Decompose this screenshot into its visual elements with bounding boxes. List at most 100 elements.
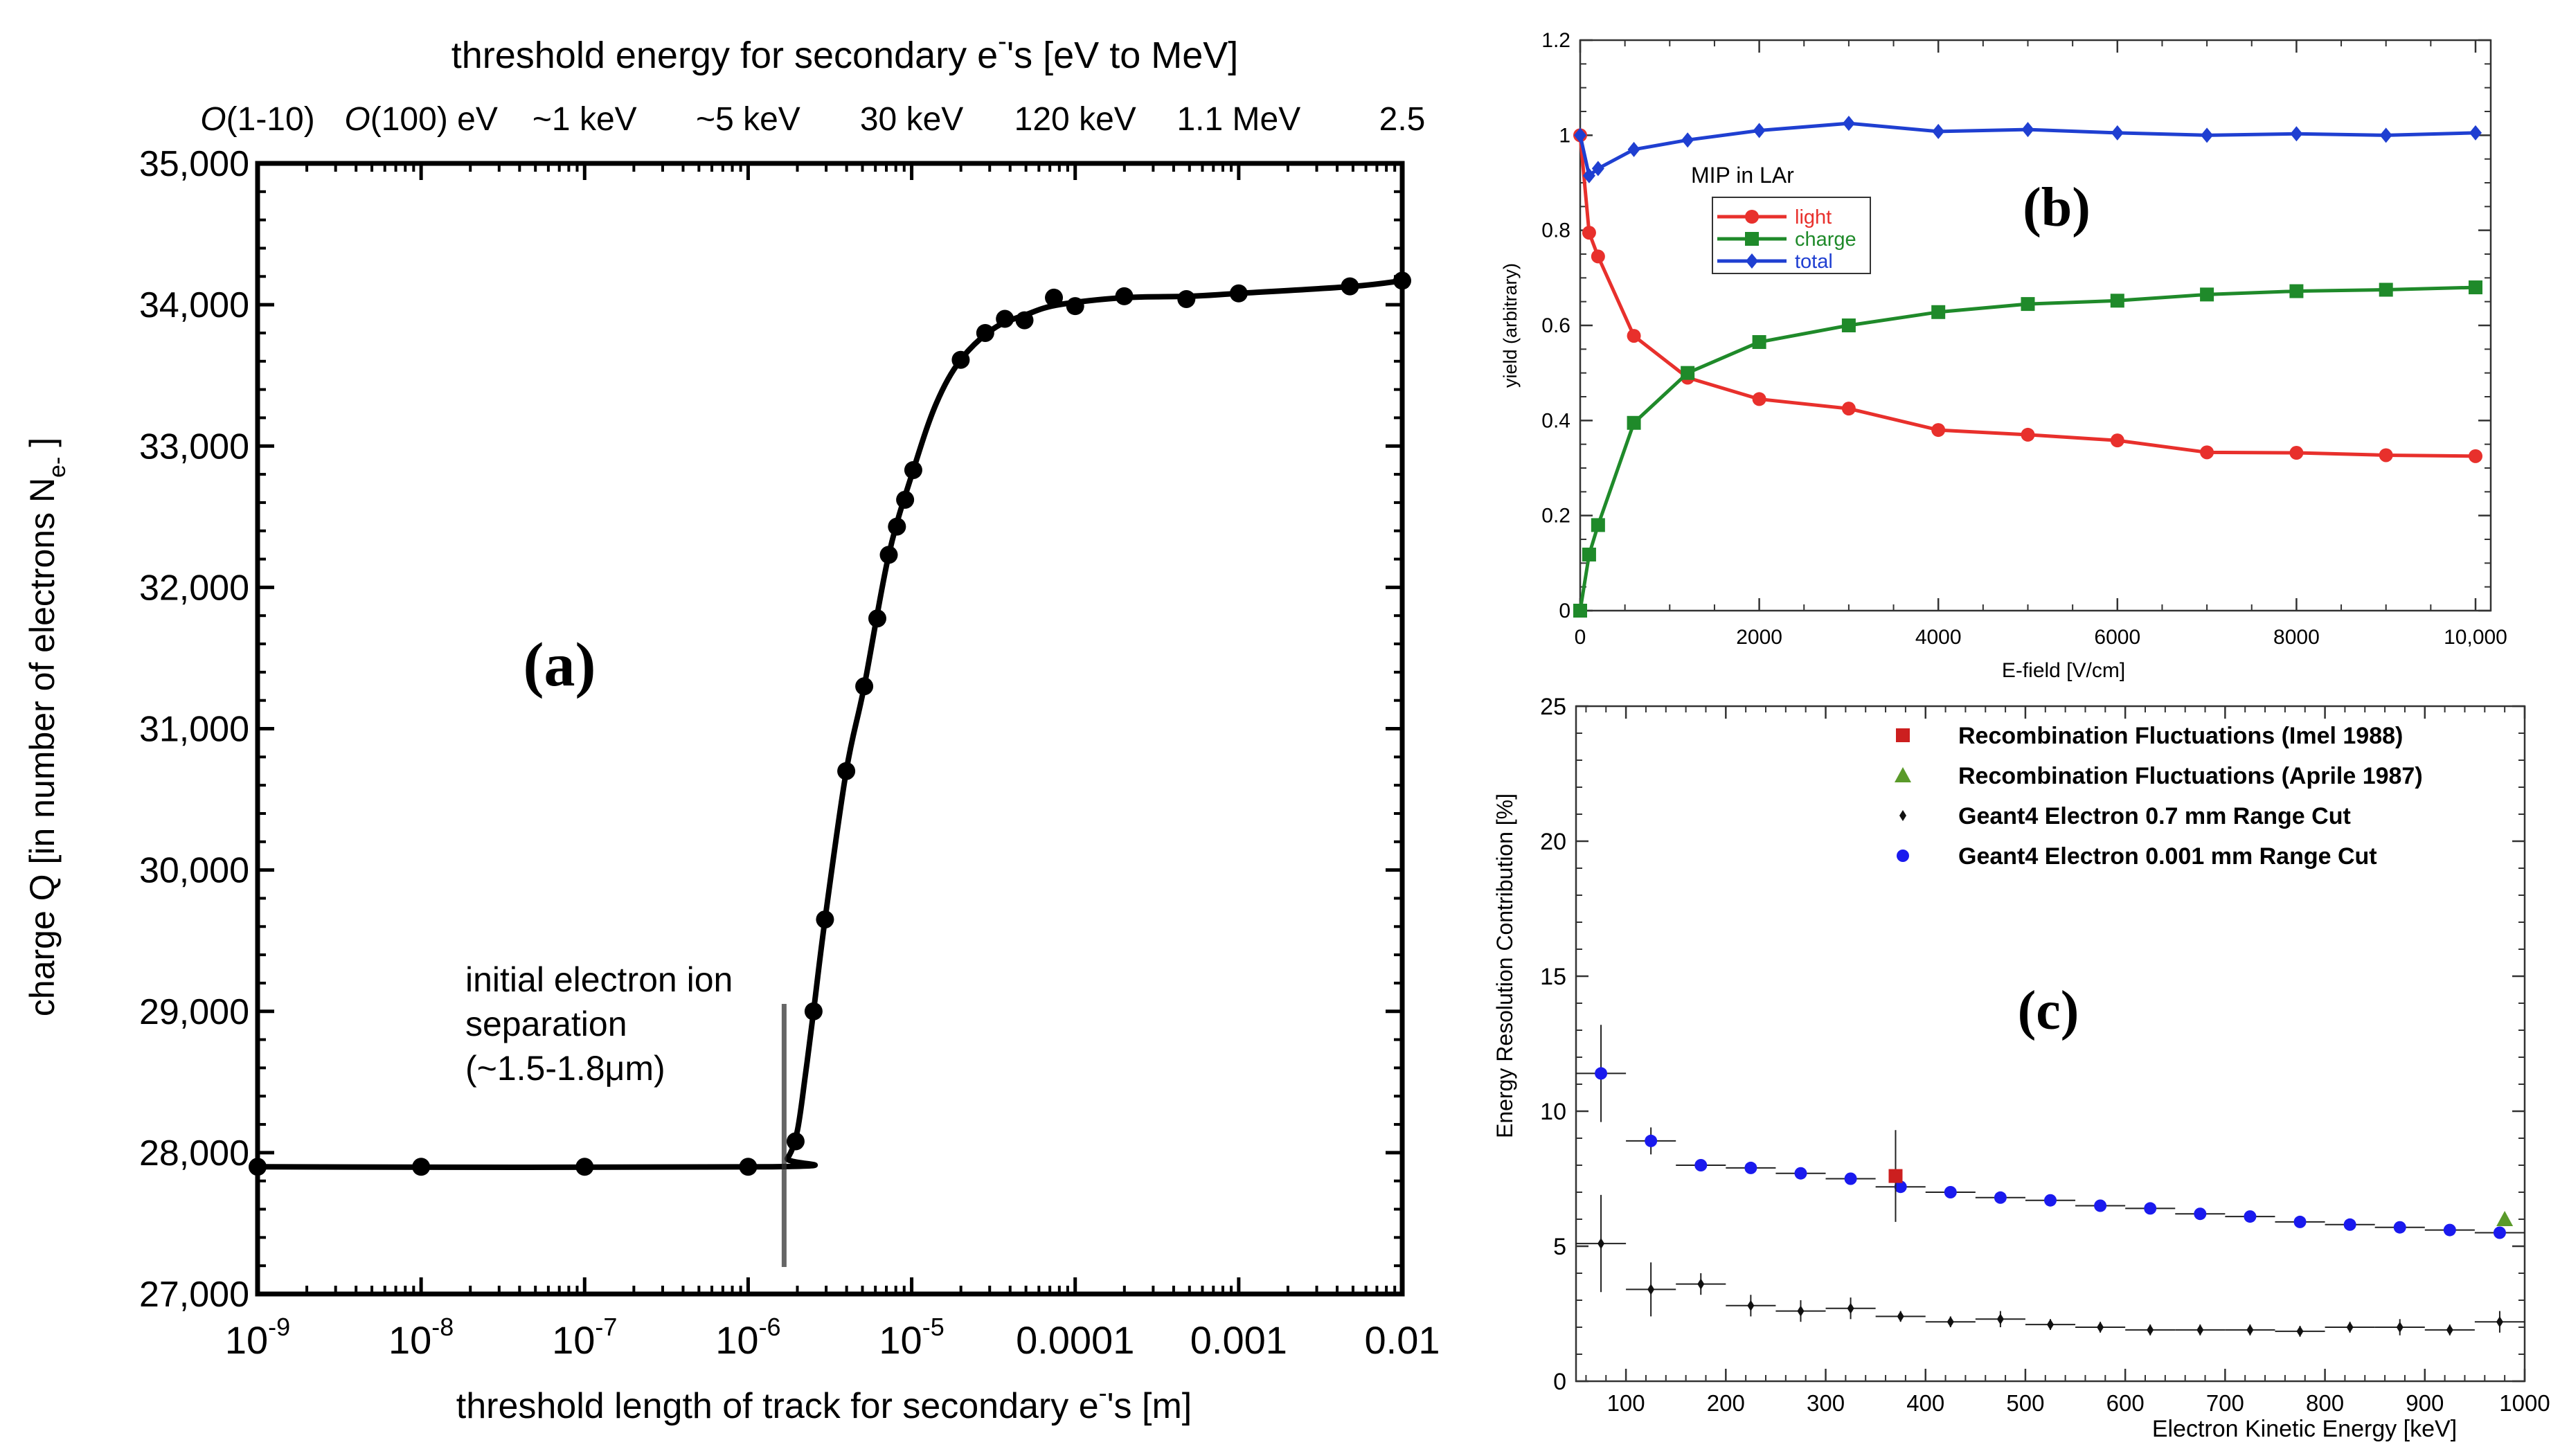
b-series-marker: [2379, 282, 2393, 297]
a-top-tick-text: 30 keV: [860, 101, 963, 138]
a-top-tick-label: 30 keV: [860, 101, 963, 138]
annotation-line-3-unit: μm): [605, 1049, 665, 1088]
b-series-marker: [2469, 125, 2482, 141]
b-series-marker: [2290, 126, 2303, 142]
c-data-point: [2496, 1316, 2503, 1328]
a-data-point: [855, 677, 874, 696]
a-xtick-base: 0.001: [1190, 1318, 1287, 1362]
c-data-point: [2244, 1210, 2257, 1223]
b-series-marker: [2289, 446, 2304, 460]
b-series-marker: [2469, 280, 2482, 295]
b-series-marker: [1627, 415, 1641, 430]
chart-a-ylabel-sub: e-: [44, 457, 71, 478]
b-xtick-label: 2000: [1736, 626, 1782, 649]
b-series-light: [1573, 128, 2482, 463]
chart-a-xlabel-tail: 's [m]: [1107, 1386, 1192, 1426]
a-top-tick-label: 1.1 MeV: [1176, 101, 1300, 138]
a-ytick-label: 27,000: [139, 1275, 249, 1315]
c-data-point: [1894, 1180, 1907, 1194]
b-series-marker: [1681, 132, 1694, 148]
b-series-marker: [1591, 249, 1605, 264]
c-data-point: [2044, 1194, 2057, 1207]
c-ytick-label: 20: [1540, 829, 1566, 855]
a-xtick-base: 0.01: [1365, 1318, 1440, 1362]
a-data-point: [1341, 277, 1359, 296]
b-ytick-label: 1.2: [1541, 29, 1570, 52]
b-series-marker: [1841, 318, 1856, 332]
a-xtick-exp: -5: [922, 1313, 945, 1341]
b-ytick-label: 0.4: [1541, 409, 1570, 432]
a-xtick-base: 10: [879, 1318, 922, 1362]
c-legend-swatch: [1899, 810, 1906, 821]
b-series-marker: [2110, 294, 2124, 308]
c-legend-swatch: [1897, 850, 1909, 862]
b-series-line: [1578, 135, 2476, 458]
c-xtick-label: 300: [1807, 1390, 1845, 1416]
c-data-point: [2094, 1199, 2107, 1212]
a-top-tick-italic: O: [200, 101, 226, 138]
c-data-point: [1844, 1172, 1857, 1185]
b-series-marker: [1582, 168, 1595, 183]
a-xtick-label: 10-5: [879, 1313, 944, 1362]
c-data-point: [1697, 1278, 1705, 1290]
chart-c-xlabel: Electron Kinetic Energy [keV]: [2152, 1416, 2457, 1442]
b-series-marker: [2021, 297, 2035, 312]
c-series-1: [2496, 1211, 2514, 1226]
c-data-point: [1994, 1191, 2007, 1204]
annotation-line-3-main: (~1.5-1.8: [465, 1049, 605, 1088]
a-data-point: [1229, 284, 1248, 303]
c-data-point: [1996, 1313, 2004, 1325]
a-xtick-exp: -9: [268, 1313, 290, 1341]
chart-b-ylabel: yield (arbitrary): [1500, 263, 1521, 388]
a-top-tick-text: 2.5: [1379, 101, 1426, 138]
c-data-point: [2346, 1322, 2354, 1333]
c-data-point: [2246, 1324, 2254, 1336]
a-data-point: [804, 1002, 823, 1021]
b-xtick-label: 4000: [1915, 626, 1962, 649]
b-series-marker: [1752, 392, 1766, 406]
a-data-point: [1177, 289, 1196, 308]
b-series-marker: [2021, 122, 2034, 138]
c-xtick-label: 400: [1906, 1390, 1944, 1416]
c-data-point: [1794, 1167, 1807, 1180]
c-data-point: [2147, 1324, 2154, 1336]
c-data-point: [2293, 1215, 2307, 1228]
a-data-point: [888, 517, 906, 536]
a-top-tick-label: 120 keV: [1014, 101, 1136, 138]
b-series-total: [1574, 116, 2482, 183]
a-data-point: [1393, 271, 1411, 290]
a-top-tick-italic: O: [344, 101, 370, 138]
chart-b-frame: [1579, 39, 2492, 612]
b-series-marker: [1591, 161, 1604, 177]
b-series-marker: [2379, 127, 2392, 143]
c-data-point: [2047, 1319, 2054, 1331]
legend-entry: total: [1795, 251, 1833, 273]
chart-b-panel-label: (b): [2023, 177, 2091, 238]
chart-a-ylabel-main: charge Q [in number of electrons N: [23, 478, 62, 1016]
a-top-tick-text: 1.1 MeV: [1176, 101, 1300, 138]
a-data-point: [786, 1132, 805, 1151]
c-legend-entry: Recombination Fluctuations (Imel 1988): [1958, 723, 2403, 749]
a-data-point: [816, 910, 834, 929]
a-data-point: [879, 546, 898, 564]
a-data-point: [837, 762, 856, 780]
chart-c-ylabel: Energy Resolution Contribution [%]: [1492, 793, 1517, 1138]
chart-a-top-title-main: threshold energy for secondary e: [451, 35, 998, 76]
a-data-point: [739, 1158, 758, 1176]
a-data-point: [1066, 297, 1084, 316]
c-xtick-label: 100: [1607, 1390, 1645, 1416]
a-top-tick-label: 2.5: [1379, 101, 1426, 138]
b-series-marker: [1841, 402, 1856, 416]
b-series-marker: [1627, 141, 1640, 157]
c-data-point: [1897, 1311, 1904, 1322]
annotation-line-3: (~1.5-1.8μm): [465, 1049, 665, 1088]
a-xtick-label: 10-7: [552, 1313, 617, 1362]
legend-swatch-marker: [1746, 253, 1758, 269]
b-series-marker: [1574, 127, 1586, 143]
chart-a-frame: [255, 161, 1405, 1297]
a-top-tick-text: ~5 keV: [696, 101, 800, 138]
c-data-point: [2493, 1226, 2506, 1239]
b-series-marker: [1753, 123, 1766, 138]
